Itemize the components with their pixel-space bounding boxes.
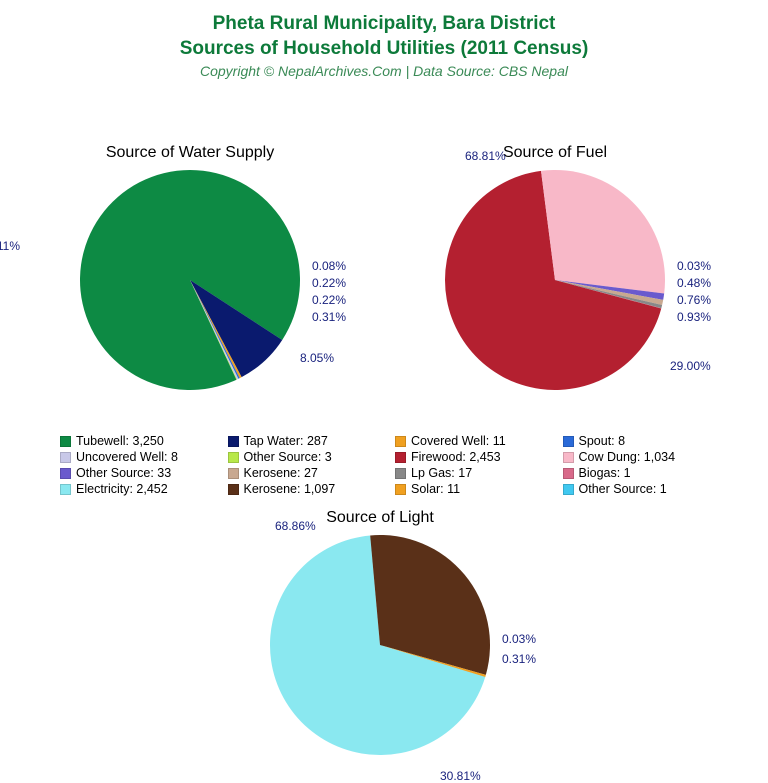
pct-label: 91.11% [0, 240, 20, 252]
legend-label: Tubewell: 3,250 [76, 434, 164, 448]
pie-slice [541, 170, 665, 294]
legend-label: Electricity: 2,452 [76, 482, 168, 496]
pct-label: 0.76% [677, 294, 711, 306]
legend-label: Other Source: 33 [76, 466, 171, 480]
pie-water: Source of Water Supply91.11%0.08%0.22%0.… [80, 144, 300, 390]
pie-svg-light [270, 535, 490, 755]
legend-item: Tap Water: 287 [228, 434, 386, 448]
legend-item: Tubewell: 3,250 [60, 434, 218, 448]
pct-label: 0.03% [502, 633, 536, 645]
legend-swatch [228, 436, 239, 447]
legend-label: Cow Dung: 1,034 [579, 450, 676, 464]
legend-item: Biogas: 1 [563, 466, 721, 480]
title-block: Pheta Rural Municipality, Bara District … [0, 0, 768, 79]
legend-item: Spout: 8 [563, 434, 721, 448]
pct-label: 0.03% [677, 260, 711, 272]
page-subtitle: Copyright © NepalArchives.Com | Data Sou… [0, 63, 768, 79]
pie-fuel: Source of Fuel68.81%0.03%0.48%0.76%0.93%… [445, 144, 665, 390]
page-title-line2: Sources of Household Utilities (2011 Cen… [0, 37, 768, 62]
chart-area: Source of Water Supply 91.11% 0.08% 0.22% 0.… [0, 79, 768, 779]
legend-swatch [395, 436, 406, 447]
legend-item: Lp Gas: 17 [395, 466, 553, 480]
legend-label: Spout: 8 [579, 434, 626, 448]
legend-swatch [563, 452, 574, 463]
pct-label: 0.31% [312, 311, 346, 323]
legend-swatch [395, 468, 406, 479]
pct-label: 0.22% [312, 277, 346, 289]
pct-label: 0.48% [677, 277, 711, 289]
legend-item: Other Source: 3 [228, 450, 386, 464]
legend-swatch [60, 436, 71, 447]
legend: Tubewell: 3,250 Tap Water: 287 Covered Wel… [60, 434, 720, 496]
legend-swatch [395, 484, 406, 495]
legend-swatch [395, 452, 406, 463]
legend-label: Firewood: 2,453 [411, 450, 501, 464]
legend-item: Other Source: 1 [563, 482, 721, 496]
legend-item: Electricity: 2,452 [60, 482, 218, 496]
pct-label: 0.22% [312, 294, 346, 306]
legend-swatch [228, 452, 239, 463]
legend-swatch [60, 468, 71, 479]
pct-label: 30.81% [440, 770, 481, 782]
legend-swatch [60, 484, 71, 495]
legend-label: Lp Gas: 17 [411, 466, 472, 480]
legend-item: Firewood: 2,453 [395, 450, 553, 464]
pie-svg-fuel [445, 170, 665, 390]
legend-label: Solar: 11 [411, 482, 460, 496]
legend-swatch [563, 436, 574, 447]
pie-svg-water [80, 170, 300, 390]
pie-light: Source of Light68.86%0.03%0.31%30.81% [270, 509, 490, 755]
legend-item: Kerosene: 27 [228, 466, 386, 480]
legend-label: Kerosene: 27 [244, 466, 318, 480]
pct-label: 0.93% [677, 311, 711, 323]
page-title-line1: Pheta Rural Municipality, Bara District [0, 12, 768, 37]
pct-label: 0.08% [312, 260, 346, 272]
legend-label: Other Source: 1 [579, 482, 667, 496]
legend-item: Uncovered Well: 8 [60, 450, 218, 464]
pct-label: 68.81% [465, 150, 506, 162]
pct-label: 0.31% [502, 653, 536, 665]
legend-label: Other Source: 3 [244, 450, 332, 464]
pct-label: 68.86% [275, 520, 316, 532]
pct-label: 8.05% [300, 352, 334, 364]
legend-label: Uncovered Well: 8 [76, 450, 178, 464]
legend-swatch [60, 452, 71, 463]
legend-swatch [228, 468, 239, 479]
legend-swatch [563, 484, 574, 495]
legend-swatch [228, 484, 239, 495]
legend-label: Biogas: 1 [579, 466, 631, 480]
legend-item: Solar: 11 [395, 482, 553, 496]
legend-label: Covered Well: 11 [411, 434, 506, 448]
legend-item: Cow Dung: 1,034 [563, 450, 721, 464]
legend-label: Kerosene: 1,097 [244, 482, 336, 496]
legend-item: Covered Well: 11 [395, 434, 553, 448]
legend-item: Other Source: 33 [60, 466, 218, 480]
legend-item: Kerosene: 1,097 [228, 482, 386, 496]
legend-label: Tap Water: 287 [244, 434, 328, 448]
pct-label: 29.00% [670, 360, 711, 372]
pie-title-water: Source of Water Supply [80, 144, 300, 162]
legend-swatch [563, 468, 574, 479]
